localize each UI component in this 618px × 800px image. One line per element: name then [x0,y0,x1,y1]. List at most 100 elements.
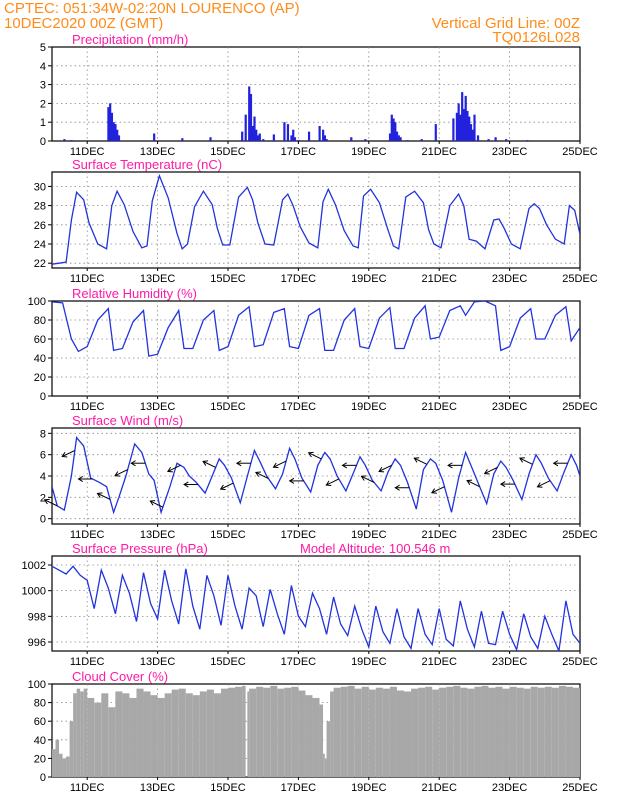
cloud-bar [347,685,355,777]
rh-ytick-label: 40 [34,353,46,365]
cloud-bar [136,688,144,777]
precip-bar [209,137,212,141]
cloud-bar [73,693,77,777]
wind-arrowhead [219,484,226,491]
precip-bar [256,135,260,141]
temp-xtick-label: 23DEC [492,273,528,285]
precip-bar [109,103,112,141]
cloud-bar [488,687,496,777]
precip-bar [350,137,353,141]
temp-ytick-label: 30 [34,181,46,193]
cloud-bar [425,686,433,777]
cloud-bar [523,688,531,777]
rh-line [52,301,580,357]
wind-xtick-label: 15DEC [210,529,246,541]
cloud-bar [291,686,299,777]
wind-ytick-label: 4 [40,471,46,483]
wind-xtick-label: 11DEC [70,529,105,541]
precip-bar [258,133,261,141]
cloud-bar [122,693,130,777]
cloud-xtick-label: 25DEC [562,782,598,794]
wind-xtick-label: 19DEC [351,529,387,541]
cloud-bar [319,704,324,777]
cloud-bar [263,687,271,777]
wind-line [52,436,580,515]
cloud-bar [333,687,341,777]
cloud-bar [66,756,70,777]
cloud-bar [502,688,510,777]
cloud-bar [69,721,74,777]
cloud-panel: 0 20 40 60 80 100 11DEC 13DEC 15DEC 17DEC 19DEC 21D… [28,669,598,794]
cloud-xtick-label: 21DEC [421,782,457,794]
precip-ytick-label: 2 [40,98,46,110]
rh-ytick-label: 80 [34,315,46,327]
cloud-xtick-label: 19DEC [351,782,387,794]
cloud-bar [572,687,580,777]
wind-arrowhead [341,462,348,469]
precip-bar [283,122,286,141]
precip-xtick-label: 13DEC [140,146,176,158]
precip-bar [388,133,392,141]
cloud-bar [157,697,165,777]
precip-bar [461,92,464,141]
temp-xtick-label: 15DEC [210,273,246,285]
precip-bar [399,137,402,141]
precip-bar [253,116,256,141]
cloud-xtick-label: 15DEC [210,782,246,794]
rh-frame [51,300,581,397]
wind-arrowhead [307,451,314,458]
precip-bar [505,139,508,141]
cloud-bar [129,697,137,777]
cloud-bar [101,693,109,777]
wind-panel: 0 2 4 6 8 11DEC 13DEC 15DEC 17DEC 19DEC 21DEC 23DEC… [40,413,598,541]
rh-xtick-label: 25DEC [562,401,598,413]
temp-frame [51,171,581,269]
rh-xtick-label: 19DEC [351,401,387,413]
pressure-ytick-label: 996 [28,637,46,649]
precip-bar [307,131,311,141]
wind-arrow [378,464,392,472]
pressure-xtick-label: 17DEC [281,656,317,668]
cloud-bar [150,695,158,777]
cloud-bar [411,688,419,777]
cloud-bar [530,686,538,777]
wind-ytick-label: 2 [40,492,46,504]
cloud-ytick-label: 60 [34,716,46,728]
wind-arrowhead [202,460,209,466]
precip-xtick-label: 25DEC [562,146,598,158]
precip-bar [107,107,110,141]
cloud-bar [323,753,325,777]
cloud-bar [192,695,200,777]
wind-arrow [431,486,445,494]
precip-bar [297,140,300,141]
cloud-bar [558,685,566,777]
cloud-title: Cloud Cover (%) [72,669,168,684]
cloud-bar [460,687,468,777]
cloud-bar [361,686,369,777]
cloud-bar [62,758,67,777]
precip-bar [469,124,473,141]
cloud-bar [474,686,482,777]
panels: 0 1 2 3 4 5 11DEC 13DEC 15DEC 17DEC 19DEC 21DEC 23DE… [22,32,598,794]
wind-arrowhead [43,498,50,505]
wind-arrow [62,449,76,457]
precip-bar [262,139,265,141]
temp-xtick-label: 25DEC [562,273,598,285]
wind-arrowhead [288,477,295,484]
cloud-bar [565,686,573,777]
cloud-bar [453,685,461,777]
precip-bar [462,109,466,141]
pressure-annotation: Model Altitude: 100.546 m [300,541,450,556]
cloud-bar [277,688,285,777]
precip-bar [325,139,328,141]
precip-bar [526,140,529,141]
cloud-bar [247,691,250,777]
wind-arrowhead [499,481,506,488]
wind-arrowhead [255,471,261,477]
wind-arrow [273,460,287,468]
wind-arrow [519,457,533,465]
cloud-bar [228,687,236,777]
wind-arrowhead [536,482,543,488]
temp-ytick-label: 24 [34,239,46,251]
temp-title: Surface Temperature (nC) [72,157,222,172]
